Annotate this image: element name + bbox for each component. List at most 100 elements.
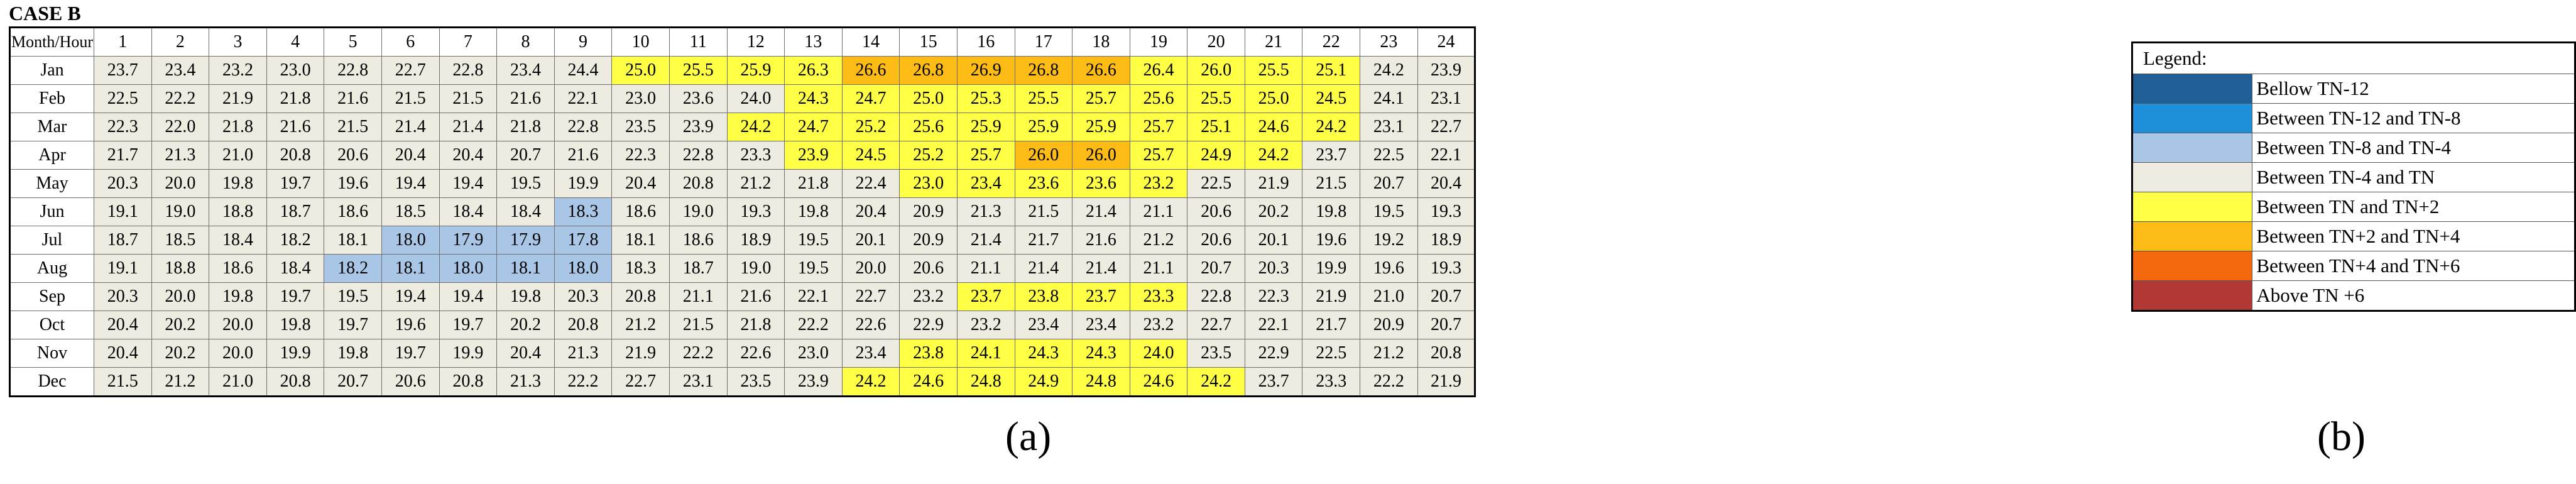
- heatmap-cell: 26.0: [1072, 141, 1130, 170]
- heatmap-cell: 24.2: [1360, 56, 1418, 85]
- heatmap-cell: 25.0: [611, 56, 670, 85]
- month-label-apr: Apr: [9, 141, 94, 170]
- heatmap-cell: 21.6: [324, 84, 382, 113]
- hour-header-12: 12: [726, 27, 785, 57]
- heatmap-cell: 19.6: [324, 169, 382, 198]
- heatmap-cell: 21.3: [151, 141, 210, 170]
- heatmap-cell: 20.1: [841, 226, 900, 255]
- hour-header-17: 17: [1014, 27, 1073, 57]
- heatmap-cell: 22.2: [669, 339, 728, 368]
- heatmap-cell: 24.5: [841, 141, 900, 170]
- heatmap-cell: 21.2: [1129, 226, 1188, 255]
- heatmap-cell: 21.6: [266, 113, 325, 141]
- legend-entry: Between TN-12 and TN-8: [2131, 103, 2575, 133]
- heatmap-cell: 21.1: [956, 254, 1015, 283]
- heatmap-cell: 20.7: [1417, 311, 1476, 339]
- heatmap-cell: 18.3: [554, 197, 613, 226]
- heatmap-cell: 20.4: [496, 339, 555, 368]
- table-row: Nov 20.4 20.2 20.0 19.9 19.8 19.7 19.9 20.4 21.3 2…: [9, 339, 1476, 368]
- heatmap-cell: 25.5: [1187, 84, 1245, 113]
- heatmap-cell: 21.7: [1302, 311, 1361, 339]
- heatmap-cell: 19.1: [94, 254, 152, 283]
- hour-header-19: 19: [1129, 27, 1188, 57]
- heatmap-cell: 19.3: [726, 197, 785, 226]
- heatmap-cell: 25.1: [1302, 56, 1361, 85]
- heatmap-cell: 23.6: [1072, 169, 1130, 198]
- heatmap-cell: 21.8: [726, 311, 785, 339]
- heatmap-cell: 21.8: [496, 113, 555, 141]
- heatmap-cell: 22.1: [1244, 311, 1303, 339]
- heatmap-cell: 26.9: [956, 56, 1015, 85]
- table-row: Aug 19.1 18.8 18.6 18.4 18.2 18.1 18.0 18.1 18.0 1…: [9, 254, 1476, 283]
- heatmap-cell: 25.9: [1014, 113, 1073, 141]
- heatmap-cell: 23.5: [726, 367, 785, 397]
- heatmap-cell: 18.1: [611, 226, 670, 255]
- heatmap-cell: 23.4: [956, 169, 1015, 198]
- heatmap-cell: 23.4: [1072, 311, 1130, 339]
- panel-b-label: (b): [2317, 414, 2366, 459]
- heatmap-cell: 23.0: [611, 84, 670, 113]
- heatmap-cell: 24.0: [726, 84, 785, 113]
- heatmap-cell: 22.1: [1417, 141, 1476, 170]
- heatmap-cell: 22.5: [1187, 169, 1245, 198]
- heatmap-cell: 22.7: [1417, 113, 1476, 141]
- month-label-jul: Jul: [9, 226, 94, 255]
- heatmap-cell: 18.5: [151, 226, 210, 255]
- heatmap-cell: 18.6: [669, 226, 728, 255]
- table-row: Dec 21.5 21.2 21.0 20.8 20.7 20.6 20.8 21.3 22.2 2…: [9, 367, 1476, 397]
- heatmap-cell: 18.3: [611, 254, 670, 283]
- heatmap-cell: 22.7: [841, 282, 900, 311]
- heatmap-cell: 18.6: [611, 197, 670, 226]
- heatmap-cell: 20.8: [1417, 339, 1476, 368]
- hour-header-14: 14: [841, 27, 900, 57]
- heatmap-cell: 21.4: [381, 113, 440, 141]
- table-row: Feb 22.5 22.2 21.9 21.8 21.6 21.5 21.5 21.6 22.1 2…: [9, 84, 1476, 113]
- heatmap-cell: 23.4: [1014, 311, 1073, 339]
- heatmap-cell: 19.4: [381, 282, 440, 311]
- heatmap-cell: 26.4: [1129, 56, 1188, 85]
- heatmap-cell: 21.9: [611, 339, 670, 368]
- heatmap-cell: 21.9: [1244, 169, 1303, 198]
- heatmap-cell: 22.2: [151, 84, 210, 113]
- heatmap-cell: 22.2: [554, 367, 613, 397]
- hour-header-10: 10: [611, 27, 670, 57]
- heatmap-cell: 26.3: [784, 56, 843, 85]
- heatmap-cell: 18.4: [439, 197, 498, 226]
- legend-swatch: [2131, 280, 2253, 311]
- heatmap-cell: 18.2: [266, 226, 325, 255]
- heatmap-cell: 20.0: [151, 169, 210, 198]
- heatmap-cell: 19.8: [209, 282, 267, 311]
- heatmap-cell: 19.8: [266, 311, 325, 339]
- table-row: May 20.3 20.0 19.8 19.7 19.6 19.4 19.4 19.5 19.9 2…: [9, 169, 1476, 198]
- heatmap-cell: 19.2: [1360, 226, 1418, 255]
- heatmap-cell: 20.8: [611, 282, 670, 311]
- heatmap-cell: 24.9: [1187, 141, 1245, 170]
- heatmap-cell: 19.6: [1302, 226, 1361, 255]
- table-row: Oct 20.4 20.2 20.0 19.8 19.7 19.6 19.7 20.2 20.8 2…: [9, 311, 1476, 339]
- table-row: Jul 18.7 18.5 18.4 18.2 18.1 18.0 17.9 17.9 17.8 1…: [9, 226, 1476, 255]
- heatmap-cell: 18.1: [381, 254, 440, 283]
- heatmap-cell: 18.0: [439, 254, 498, 283]
- heatmap-cell: 19.3: [1417, 254, 1476, 283]
- heatmap-cell: 21.6: [496, 84, 555, 113]
- hour-header-1: 1: [94, 27, 152, 57]
- heatmap-cell: 21.6: [1072, 226, 1130, 255]
- heatmap-cell: 25.9: [956, 113, 1015, 141]
- heatmap-cell: 18.5: [381, 197, 440, 226]
- heatmap-cell: 24.7: [841, 84, 900, 113]
- heatmap-cell: 22.2: [1360, 367, 1418, 397]
- legend-entry: Between TN-4 and TN: [2131, 162, 2575, 192]
- heatmap-cell: 22.3: [611, 141, 670, 170]
- hour-header-5: 5: [324, 27, 382, 57]
- month-label-aug: Aug: [9, 254, 94, 283]
- heatmap-cell: 18.4: [496, 197, 555, 226]
- hour-header-15: 15: [899, 27, 958, 57]
- heatmap-cell: 24.5: [1302, 84, 1361, 113]
- legend-label: Between TN-8 and TN-4: [2252, 133, 2575, 163]
- heatmap-cell: 26.6: [841, 56, 900, 85]
- heatmap-cell: 21.8: [784, 169, 843, 198]
- hour-header-13: 13: [784, 27, 843, 57]
- heatmap-cell: 22.6: [726, 339, 785, 368]
- heatmap-cell: 24.2: [1187, 367, 1245, 397]
- heatmap-cell: 22.8: [554, 113, 613, 141]
